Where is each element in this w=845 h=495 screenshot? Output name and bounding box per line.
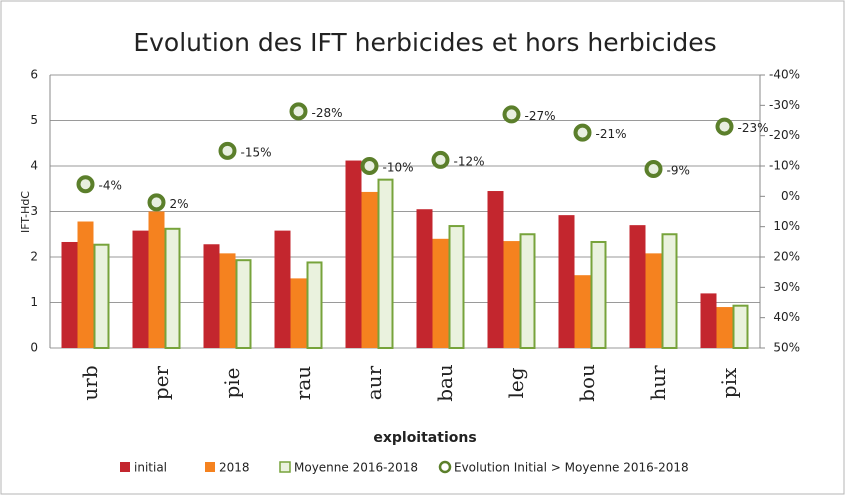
data-label: -4% bbox=[99, 179, 122, 193]
y-tick-label: 2 bbox=[30, 250, 38, 264]
bar bbox=[416, 209, 433, 348]
marker bbox=[644, 160, 663, 179]
y2-tick-label: -40% bbox=[769, 68, 800, 82]
x-tick-label: pix bbox=[717, 367, 741, 398]
x-tick-label: leg bbox=[504, 367, 528, 398]
x-axis-label: exploitations bbox=[373, 430, 476, 446]
bar bbox=[219, 253, 236, 348]
legend-swatch bbox=[120, 462, 130, 472]
data-label: -27% bbox=[525, 109, 556, 123]
marker bbox=[573, 123, 592, 142]
x-tick-label: bou bbox=[575, 364, 599, 402]
y2-tick-label: 10% bbox=[773, 219, 800, 233]
marker bbox=[502, 105, 521, 124]
chart-title: Evolution des IFT herbicides et hors her… bbox=[133, 28, 716, 57]
y-axis-label: IFT-HdC bbox=[19, 191, 32, 233]
marker bbox=[76, 175, 95, 194]
bar bbox=[361, 191, 378, 348]
bar bbox=[487, 191, 504, 348]
bar bbox=[661, 233, 678, 349]
y2-tick-label: -20% bbox=[769, 128, 800, 142]
y-tick-label: 1 bbox=[30, 295, 38, 309]
bar bbox=[716, 307, 733, 348]
bar bbox=[148, 211, 165, 348]
data-label: -12% bbox=[454, 154, 485, 168]
x-tick-label: aur bbox=[362, 365, 386, 400]
bar bbox=[164, 227, 181, 349]
data-label: -10% bbox=[383, 161, 414, 175]
bar bbox=[519, 233, 536, 349]
x-tick-label: bau bbox=[433, 364, 457, 402]
bar bbox=[290, 278, 307, 348]
y-tick-label: 5 bbox=[30, 113, 38, 127]
bar bbox=[590, 240, 607, 349]
bar bbox=[306, 261, 323, 349]
marker bbox=[147, 193, 166, 212]
bar bbox=[503, 241, 520, 348]
x-tick-label: per bbox=[149, 365, 173, 400]
legend-swatch bbox=[279, 461, 291, 473]
legend-label: Moyenne 2016-2018 bbox=[294, 461, 418, 475]
x-tick-label: urb bbox=[78, 365, 102, 400]
bar bbox=[93, 243, 110, 349]
bar bbox=[645, 253, 662, 348]
data-label: -15% bbox=[241, 145, 272, 159]
x-tick-label: hur bbox=[646, 365, 670, 401]
x-tick-label: rau bbox=[291, 366, 315, 400]
legend-label: initial bbox=[134, 461, 167, 475]
y2-tick-label: 50% bbox=[773, 341, 800, 355]
bar bbox=[132, 230, 149, 348]
y-tick-label: 3 bbox=[30, 204, 38, 218]
data-label: -28% bbox=[312, 106, 343, 120]
y2-tick-label: -30% bbox=[769, 98, 800, 112]
bar bbox=[558, 215, 575, 348]
data-label: -23% bbox=[738, 121, 769, 135]
y-tick-label: 6 bbox=[30, 68, 38, 82]
data-label: 2% bbox=[170, 197, 189, 211]
bar bbox=[574, 275, 591, 348]
legend-label: 2018 bbox=[219, 461, 250, 475]
marker bbox=[218, 141, 237, 160]
bar bbox=[377, 178, 394, 349]
bar bbox=[345, 160, 362, 348]
marker bbox=[360, 157, 379, 175]
y-tick-label: 4 bbox=[30, 159, 38, 173]
y2-tick-label: 40% bbox=[773, 310, 800, 324]
y2-tick-label: -10% bbox=[769, 159, 800, 173]
marker bbox=[715, 117, 734, 136]
bar bbox=[203, 244, 220, 348]
y2-tick-label: 20% bbox=[773, 250, 800, 264]
y2-tick-label: 0% bbox=[781, 189, 800, 203]
y2-tick-label: 30% bbox=[773, 280, 800, 294]
y-tick-label: 0 bbox=[30, 341, 38, 355]
bar bbox=[700, 293, 717, 348]
legend-label: Evolution Initial > Moyenne 2016-2018 bbox=[454, 461, 689, 475]
x-tick-label: pie bbox=[220, 367, 244, 398]
data-label: -21% bbox=[596, 127, 627, 141]
marker bbox=[289, 102, 308, 121]
legend-swatch bbox=[205, 462, 215, 472]
bar bbox=[432, 238, 449, 348]
bar bbox=[274, 230, 291, 348]
bar bbox=[732, 304, 749, 349]
bar bbox=[448, 225, 465, 349]
bar bbox=[61, 241, 78, 348]
bar bbox=[629, 225, 646, 348]
legend-swatch bbox=[438, 460, 452, 474]
marker bbox=[431, 150, 450, 169]
bar bbox=[77, 221, 94, 348]
bar bbox=[235, 259, 252, 349]
data-label: -9% bbox=[667, 164, 690, 178]
